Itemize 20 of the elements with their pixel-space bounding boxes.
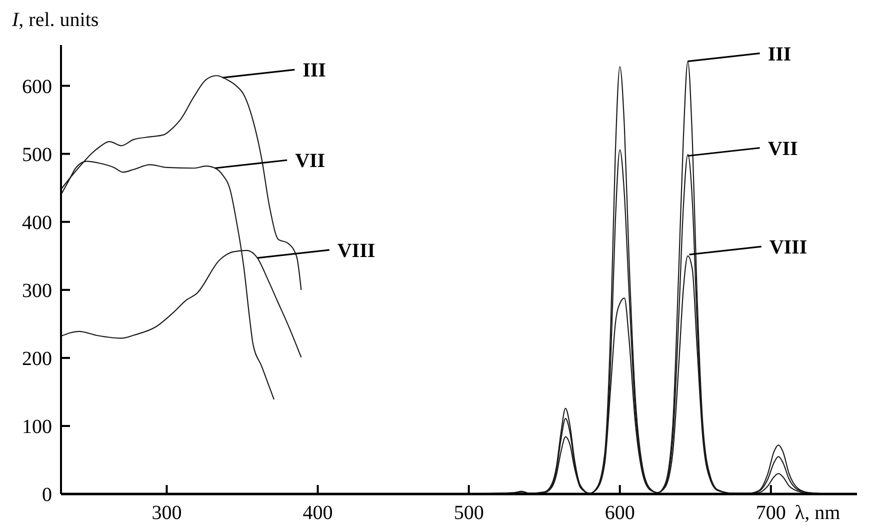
y-tick-label: 0 xyxy=(42,484,52,506)
y-tick-label: 200 xyxy=(22,348,52,370)
annotation: VII xyxy=(295,150,326,172)
x-tick-label: 600 xyxy=(604,502,635,524)
y-tick-label: 500 xyxy=(22,144,52,166)
annotation: VII xyxy=(768,138,798,160)
y-axis-title: I, rel. units xyxy=(11,9,99,31)
x-tick-label: 300 xyxy=(152,502,182,524)
x-tick-label: 700 xyxy=(756,502,786,524)
annotation: III xyxy=(302,60,326,82)
y-tick-label: 400 xyxy=(22,212,52,234)
y-tick-label: 600 xyxy=(22,76,52,98)
annotation: VIII xyxy=(337,240,376,262)
annotation: III xyxy=(768,43,792,66)
x-axis-title: λ, nm xyxy=(794,502,841,524)
x-tick-label: 400 xyxy=(302,502,333,524)
y-tick-label: 100 xyxy=(22,416,52,438)
annotation: VIII xyxy=(769,236,808,259)
y-tick-label: 300 xyxy=(22,280,52,302)
x-tick-label: 500 xyxy=(454,502,484,524)
